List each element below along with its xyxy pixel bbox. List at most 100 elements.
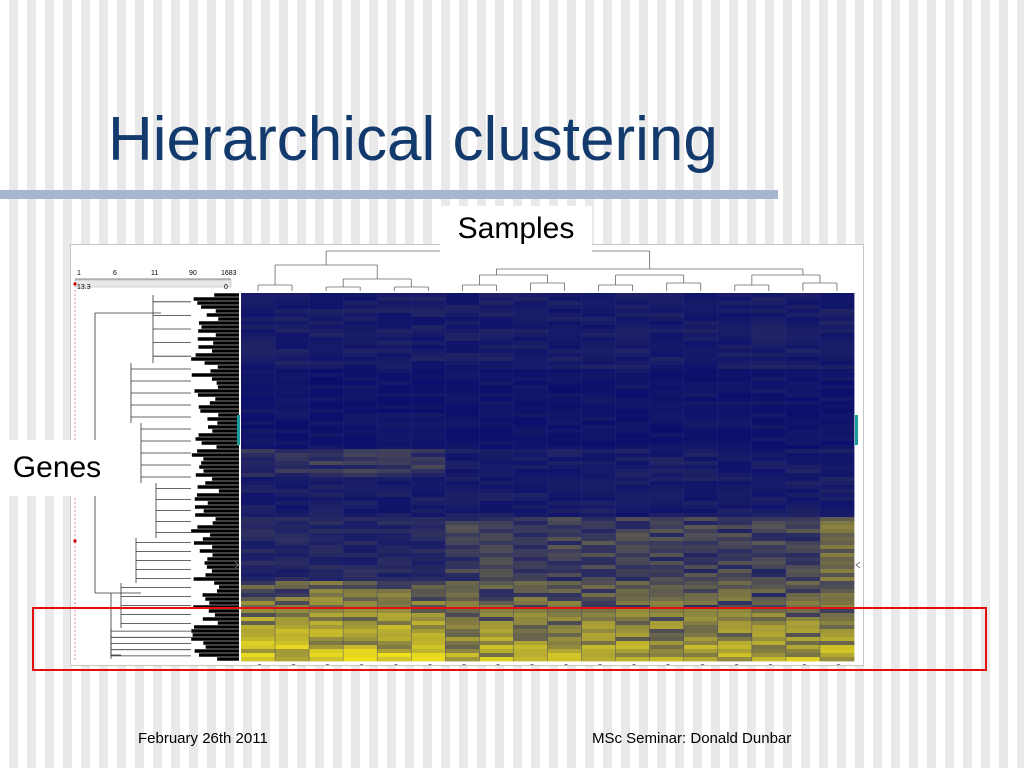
heatmap-cell bbox=[717, 621, 753, 626]
heatmap-cell bbox=[751, 597, 787, 602]
heatmap-cell bbox=[683, 401, 719, 406]
heatmap-cell bbox=[411, 585, 446, 590]
heatmap-cell bbox=[377, 465, 412, 470]
heatmap-cell bbox=[615, 337, 651, 342]
heatmap-cell bbox=[445, 389, 480, 394]
heatmap-cell bbox=[785, 341, 821, 346]
heatmap-cell bbox=[241, 329, 276, 334]
heatmap-cell bbox=[241, 353, 276, 358]
heatmap-cell bbox=[343, 373, 378, 378]
heatmap-cell bbox=[581, 441, 617, 446]
heatmap-cell bbox=[513, 537, 548, 542]
heatmap-cell bbox=[717, 657, 753, 662]
heatmap-cell bbox=[785, 521, 821, 526]
heatmap-cell bbox=[411, 449, 446, 454]
heatmap-cell bbox=[275, 417, 310, 422]
heatmap-cell bbox=[751, 393, 787, 398]
heatmap-cell bbox=[241, 649, 276, 654]
heatmap-cell bbox=[241, 489, 276, 494]
heatmap-cell bbox=[513, 385, 548, 390]
sample-label: log2(49_Control.CEL) bbox=[665, 664, 672, 665]
heatmap-cell bbox=[445, 433, 480, 438]
heatmap-cell bbox=[343, 449, 378, 454]
heatmap-cell bbox=[309, 473, 344, 478]
scale-tick-label: 1683 bbox=[221, 270, 237, 277]
heatmap-cell bbox=[241, 373, 276, 378]
heatmap-cell bbox=[819, 573, 855, 578]
heatmap-cell bbox=[309, 581, 344, 586]
heatmap-cell bbox=[547, 437, 582, 442]
heatmap-cell bbox=[581, 477, 617, 482]
heatmap-cell bbox=[547, 449, 582, 454]
heatmap-cell bbox=[649, 521, 685, 526]
heatmap-cell bbox=[751, 625, 787, 630]
heatmap-cell bbox=[275, 325, 310, 330]
heatmap-cell bbox=[581, 449, 617, 454]
heatmap-cell bbox=[377, 645, 412, 650]
heatmap-cell bbox=[241, 465, 276, 470]
heatmap-cell bbox=[683, 545, 719, 550]
heatmap-cell bbox=[581, 517, 617, 522]
heatmap-cell bbox=[683, 593, 719, 598]
heatmap-cell bbox=[547, 645, 582, 650]
heatmap-cell bbox=[377, 373, 412, 378]
heatmap-cell bbox=[479, 525, 514, 530]
heatmap-cell bbox=[377, 417, 412, 422]
heatmap-cell bbox=[819, 393, 855, 398]
heatmap-cell bbox=[513, 553, 548, 558]
heatmap-cell bbox=[819, 413, 855, 418]
heatmap-cell bbox=[785, 481, 821, 486]
heatmap-cell bbox=[819, 357, 855, 362]
heatmap-cell bbox=[275, 637, 310, 642]
heatmap-cell bbox=[445, 413, 480, 418]
heatmap-cell bbox=[547, 369, 582, 374]
heatmap-cell bbox=[513, 425, 548, 430]
heatmap-cell bbox=[615, 641, 651, 646]
heatmap-cell bbox=[717, 569, 753, 574]
heatmap-cell bbox=[309, 513, 344, 518]
heatmap-cell bbox=[785, 649, 821, 654]
heatmap-cell bbox=[581, 489, 617, 494]
heatmap-cell bbox=[615, 313, 651, 318]
heatmap-cell bbox=[581, 585, 617, 590]
heatmap-cell bbox=[275, 541, 310, 546]
heatmap-cell bbox=[785, 569, 821, 574]
heatmap-cell bbox=[581, 581, 617, 586]
heatmap-cell bbox=[785, 641, 821, 646]
heatmap-cell bbox=[581, 393, 617, 398]
heatmap-cell bbox=[615, 541, 651, 546]
heatmap-cell bbox=[275, 557, 310, 562]
heatmap-cell bbox=[411, 425, 446, 430]
heatmap-cell bbox=[547, 513, 582, 518]
heatmap-cell bbox=[377, 521, 412, 526]
heatmap-cell bbox=[411, 497, 446, 502]
heatmap-cell bbox=[615, 405, 651, 410]
heatmap-cell bbox=[547, 341, 582, 346]
heatmap-cell bbox=[275, 549, 310, 554]
heatmap-cell bbox=[785, 565, 821, 570]
heatmap-cell bbox=[547, 537, 582, 542]
heatmap-cell bbox=[615, 393, 651, 398]
heatmap-cell bbox=[615, 401, 651, 406]
heatmap-cell bbox=[411, 397, 446, 402]
heatmap-cell bbox=[513, 297, 548, 302]
heatmap-cell bbox=[445, 465, 480, 470]
heatmap-cell bbox=[785, 353, 821, 358]
heatmap-cell bbox=[513, 485, 548, 490]
heatmap-cell bbox=[513, 309, 548, 314]
heatmap-cell bbox=[275, 629, 310, 634]
heatmap-cell bbox=[445, 573, 480, 578]
heatmap-cell bbox=[343, 365, 378, 370]
heatmap-cell bbox=[683, 629, 719, 634]
heatmap-cell bbox=[479, 589, 514, 594]
heatmap-cell bbox=[649, 449, 685, 454]
heatmap-cell bbox=[581, 533, 617, 538]
heatmap-cell bbox=[513, 461, 548, 466]
heatmap-cell bbox=[513, 577, 548, 582]
heatmap-cell bbox=[309, 293, 344, 298]
heatmap-cell bbox=[547, 617, 582, 622]
heatmap-cell bbox=[241, 621, 276, 626]
heatmap-cell bbox=[479, 413, 514, 418]
heatmap-cell bbox=[615, 381, 651, 386]
heatmap-cell bbox=[275, 353, 310, 358]
